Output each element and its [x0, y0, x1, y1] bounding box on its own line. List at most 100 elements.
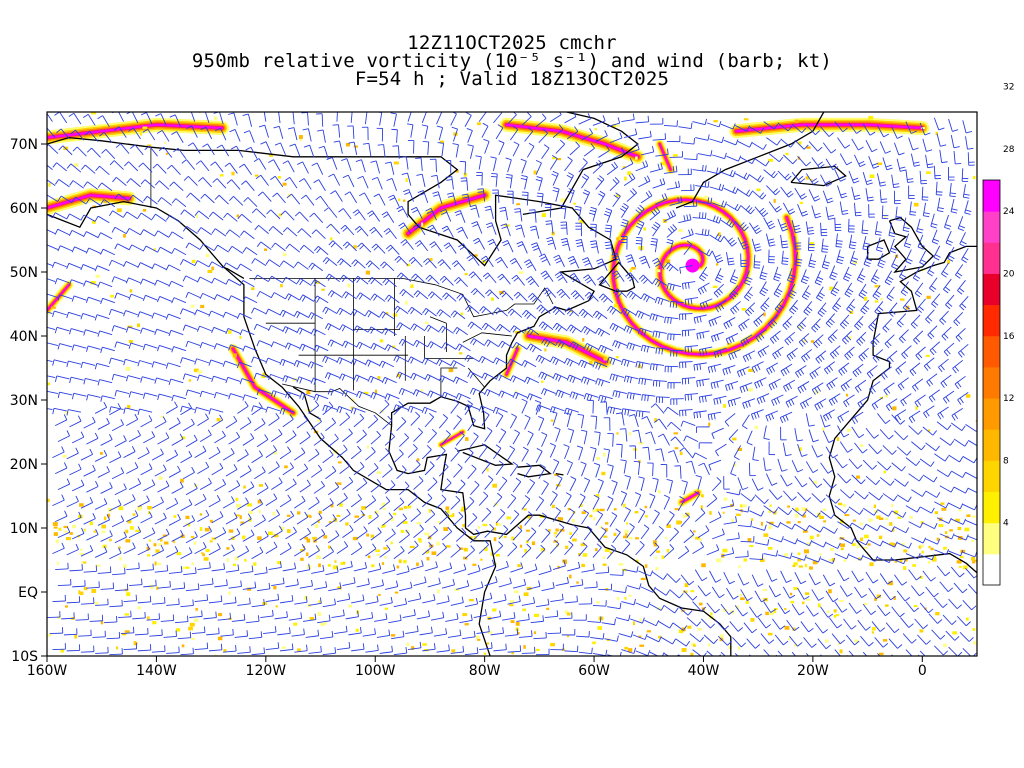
- wind-barb: [680, 420, 696, 427]
- wind-barb: [282, 375, 298, 383]
- wind-barb: [242, 433, 255, 446]
- vorticity-speck: [656, 269, 661, 273]
- wind-barb: [783, 490, 797, 501]
- wind-barb: [811, 205, 822, 219]
- wind-barb: [811, 157, 825, 169]
- wind-barb: [566, 126, 579, 140]
- wind-barb: [365, 260, 380, 270]
- wind-barb: [109, 357, 124, 365]
- wind-barb: [66, 495, 79, 508]
- wind-barb: [696, 426, 710, 433]
- vorticity-speck: [211, 537, 217, 540]
- wind-barb: [308, 496, 320, 510]
- wind-barb: [953, 150, 962, 165]
- wind-barb: [912, 266, 921, 282]
- vorticity-speck: [142, 126, 148, 129]
- wind-barb: [684, 393, 699, 401]
- vorticity-speck: [95, 274, 100, 278]
- wind-barb: [208, 495, 221, 508]
- wind-barb: [212, 178, 227, 189]
- wind-barb: [512, 526, 523, 541]
- wind-barb: [564, 540, 574, 556]
- wind-barb: [365, 595, 379, 605]
- wind-barb: [787, 268, 796, 283]
- vorticity-speck: [681, 647, 687, 652]
- wind-barb: [270, 292, 286, 300]
- vorticity-speck: [376, 553, 381, 556]
- wind-barb: [126, 413, 139, 426]
- vorticity-speck: [716, 558, 722, 563]
- wind-barb: [492, 406, 508, 415]
- vorticity-speck: [904, 558, 908, 562]
- wind-barb: [100, 482, 113, 494]
- wind-barb: [199, 341, 215, 349]
- wind-barb: [157, 246, 172, 254]
- wind-barb: [406, 123, 414, 138]
- wind-barb: [356, 292, 372, 301]
- wind-barb: [125, 277, 141, 284]
- vorticity-speck: [835, 614, 840, 617]
- wind-barb: [83, 464, 96, 477]
- wind-barb: [253, 323, 269, 331]
- wind-barb: [962, 184, 970, 199]
- vorticity-speck: [919, 629, 924, 633]
- wind-barb: [749, 222, 762, 235]
- chart-title-block: 12Z11OCT2025 cmchr 950mb relative vortic…: [0, 34, 1024, 89]
- wind-barb: [47, 359, 53, 363]
- wind-barb: [299, 244, 315, 254]
- wind-barb: [222, 544, 235, 557]
- vorticity-speck: [943, 643, 947, 648]
- wind-barb: [894, 409, 907, 422]
- vorticity-speck: [795, 513, 799, 518]
- wind-barb: [273, 125, 284, 139]
- wind-barb: [625, 254, 637, 268]
- wind-barb: [625, 272, 639, 284]
- vorticity-speck: [188, 379, 192, 382]
- vorticity-speck: [736, 513, 741, 516]
- wind-barb: [635, 649, 651, 656]
- wind-barb: [308, 645, 322, 654]
- wind-barb: [780, 186, 794, 198]
- wind-barb: [551, 170, 559, 186]
- vorticity-speck: [363, 391, 369, 395]
- wind-barb: [353, 374, 369, 382]
- wind-barb: [782, 442, 792, 457]
- wind-barb: [769, 330, 781, 344]
- wind-barb: [393, 497, 405, 512]
- wind-barb: [934, 645, 948, 656]
- wind-barb: [874, 637, 889, 648]
- wind-barb: [293, 360, 309, 368]
- vorticity-speck: [304, 536, 309, 540]
- wind-barb: [478, 356, 494, 364]
- vorticity-speck: [135, 529, 140, 533]
- wind-barb: [69, 564, 83, 572]
- wind-barb: [697, 150, 713, 157]
- wind-barb: [455, 479, 466, 494]
- wind-barb: [313, 432, 325, 446]
- vorticity-speck: [426, 556, 430, 561]
- vorticity-speck: [477, 638, 481, 641]
- wind-barb: [151, 496, 164, 509]
- vorticity-speck: [920, 127, 926, 130]
- wind-barb: [919, 250, 927, 266]
- wind-barb: [863, 555, 878, 562]
- wind-barb: [47, 611, 61, 619]
- colorbar-label: 16: [1003, 332, 1015, 342]
- wind-barb: [421, 357, 437, 365]
- vorticity-speck: [402, 199, 406, 202]
- vorticity-speck: [839, 649, 843, 654]
- wind-barb: [755, 329, 767, 343]
- wind-barb: [421, 406, 437, 415]
- wind-barb: [327, 481, 340, 496]
- wind-barb: [512, 429, 520, 445]
- wind-barb: [54, 179, 70, 188]
- vorticity-speck: [566, 612, 571, 616]
- wind-barb: [251, 599, 265, 608]
- wind-barb: [766, 521, 782, 528]
- wind-barb: [217, 612, 232, 621]
- wind-barb: [885, 622, 900, 634]
- wind-barb: [208, 643, 223, 652]
- wind-barb: [590, 633, 605, 640]
- vorticity-speck: [957, 526, 962, 531]
- wind-barb: [807, 237, 815, 252]
